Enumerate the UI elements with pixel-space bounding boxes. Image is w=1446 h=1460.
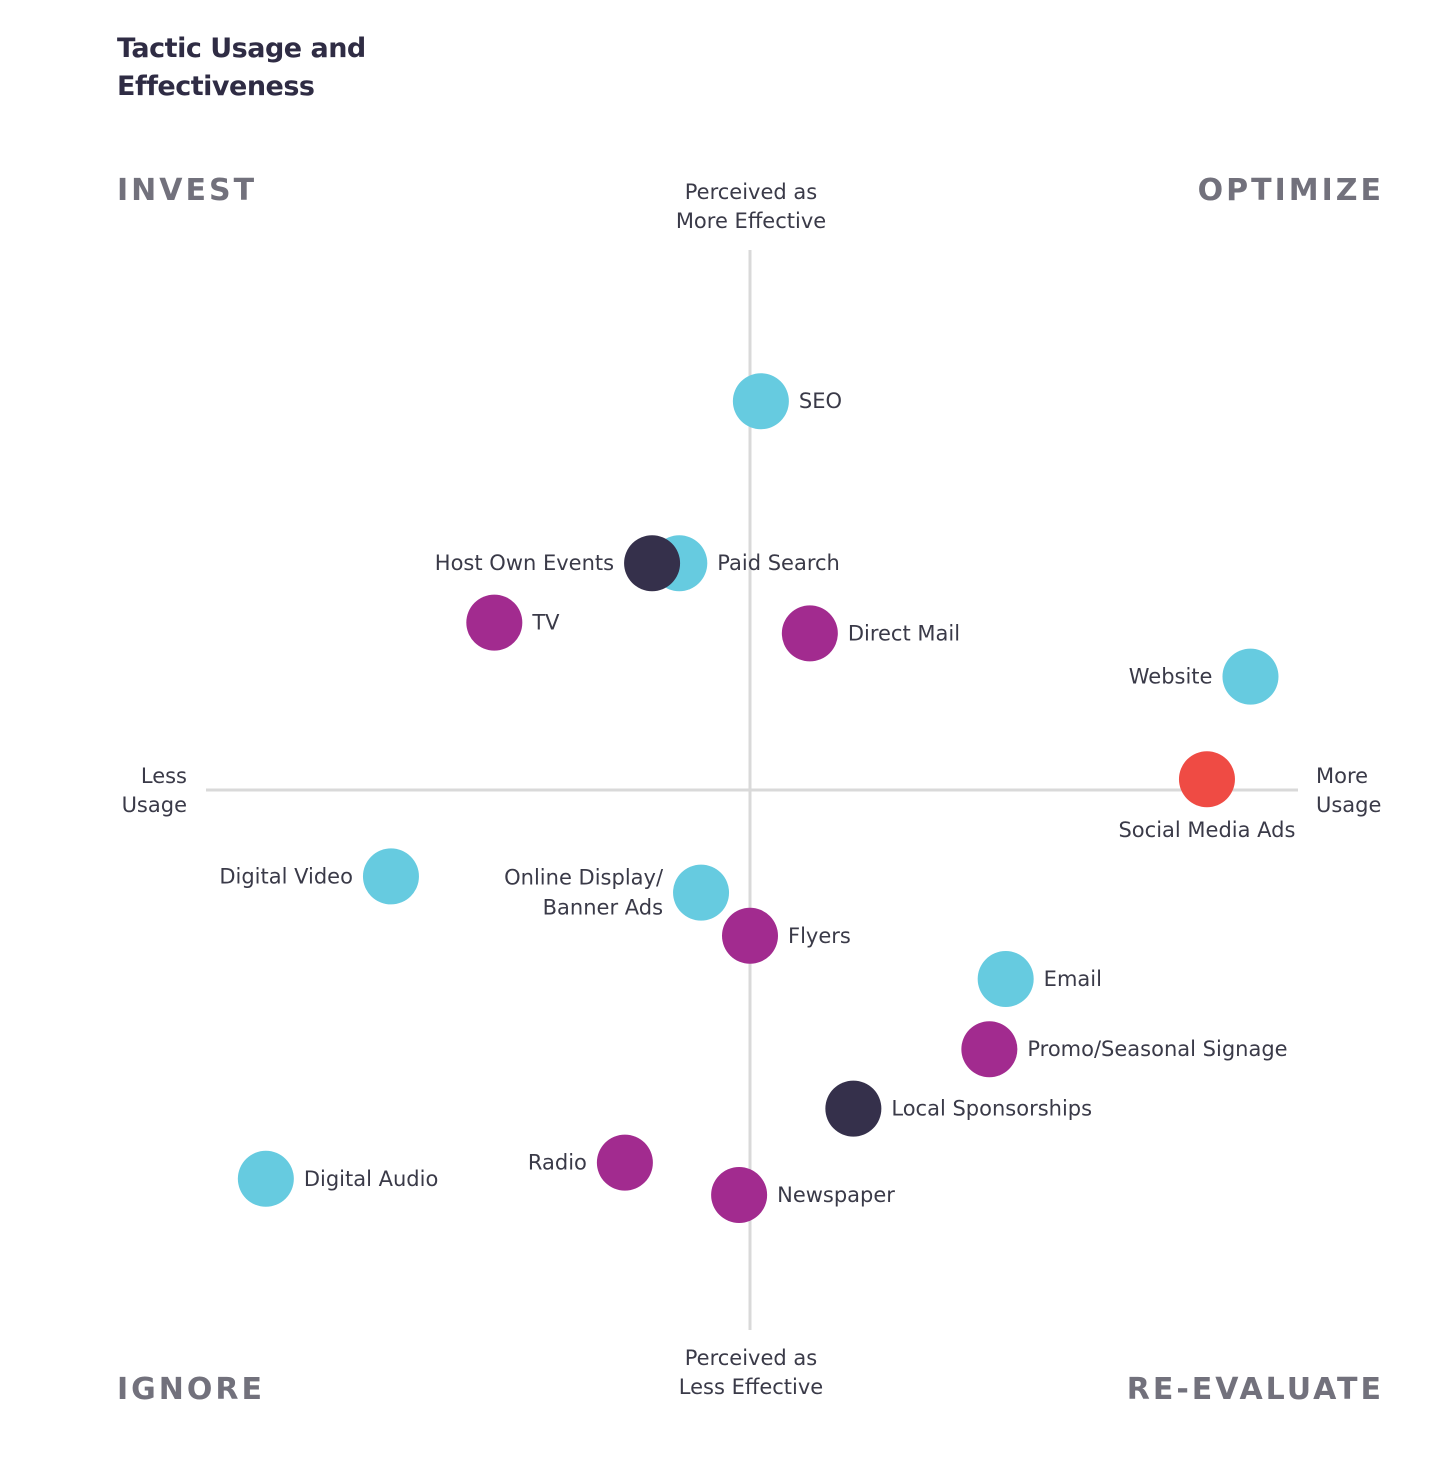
- point-label-digital-video: Digital Video: [219, 864, 353, 888]
- point-label-host-own-events: Host Own Events: [435, 551, 614, 575]
- point-label-social-media-ads: Social Media Ads: [1118, 818, 1295, 842]
- point-label-newspaper: Newspaper: [777, 1183, 895, 1207]
- point-flyers: [722, 907, 778, 964]
- point-host-own-events: [624, 535, 681, 592]
- point-label-online-display-banner-ads: Online Display/Banner Ads: [504, 866, 664, 920]
- chart-title: Tactic Usage and Effectiveness: [117, 33, 366, 102]
- point-label-email: Email: [1044, 967, 1102, 991]
- point-newspaper: [711, 1167, 768, 1223]
- y-axis-bottom-label: Perceived as Less Effective: [678, 1346, 824, 1399]
- point-email: [977, 951, 1034, 1007]
- x-axis-right-label: More Usage: [1316, 764, 1382, 817]
- point-digital-video: [362, 848, 419, 905]
- point-label-direct-mail: Direct Mail: [848, 621, 960, 645]
- point-social-media-ads: [1178, 751, 1235, 808]
- point-label-digital-audio: Digital Audio: [304, 1167, 438, 1191]
- point-label-website: Website: [1129, 665, 1213, 689]
- points-layer: SEO Paid Search Host Own Events TV Direct Ma…: [219, 373, 1295, 1223]
- point-local-sponsorships: [825, 1080, 882, 1137]
- point-direct-mail: [781, 605, 838, 662]
- point-label-local-sponsorships: Local Sponsorships: [891, 1097, 1092, 1121]
- point-radio: [596, 1134, 653, 1191]
- quadrant-label-ignore: IGNORE: [117, 1372, 265, 1407]
- point-website: [1222, 648, 1279, 705]
- point-tv: [466, 594, 523, 651]
- x-axis-left-label: Less Usage: [121, 764, 187, 817]
- point-digital-audio: [237, 1150, 294, 1207]
- point-label-seo: SEO: [799, 389, 842, 413]
- point-label-flyers: Flyers: [788, 924, 851, 948]
- point-label-promo-seasonal-signage: Promo/Seasonal Signage: [1027, 1037, 1287, 1061]
- point-label-paid-search: Paid Search: [717, 551, 840, 575]
- quadrant-label-re-evaluate: RE-EVALUATE: [1126, 1372, 1384, 1407]
- point-seo: [732, 373, 789, 430]
- point-label-tv: TV: [531, 611, 560, 635]
- quadrant-label-optimize: OPTIMIZE: [1197, 173, 1384, 208]
- point-label-radio: Radio: [528, 1151, 587, 1175]
- quadrant-label-invest: INVEST: [117, 173, 258, 208]
- point-online-display-banner-ads: [673, 864, 730, 921]
- y-axis-top-label: Perceived as More Effective: [675, 180, 827, 233]
- point-promo-seasonal-signage: [961, 1021, 1018, 1078]
